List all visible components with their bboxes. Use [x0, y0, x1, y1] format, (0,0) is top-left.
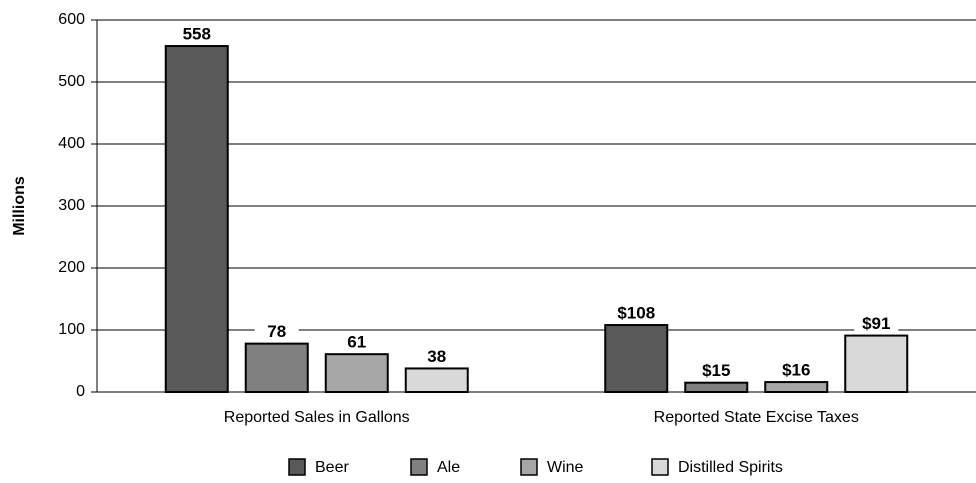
- label-bg: [414, 348, 459, 367]
- bar: [164, 45, 229, 393]
- value-label: $15: [702, 361, 730, 380]
- y-tick-label: 200: [58, 259, 85, 276]
- legend-label: Ale: [437, 459, 460, 476]
- value-label: $108: [617, 304, 655, 323]
- y-tick-label: 600: [58, 11, 85, 28]
- bar: [604, 324, 669, 394]
- bar: [324, 353, 389, 393]
- label-bg: [774, 362, 819, 381]
- x-tick-label: Reported Sales in Gallons: [224, 409, 410, 426]
- legend-swatch: [651, 458, 669, 476]
- legend-swatch: [288, 458, 306, 476]
- value-label: 38: [427, 347, 446, 366]
- label-bg: [174, 26, 219, 45]
- y-tick-label: 300: [58, 197, 85, 214]
- legend-label: Distilled Spirits: [678, 459, 783, 476]
- value-label: 61: [347, 333, 366, 352]
- x-tick-label: Reported State Excise Taxes: [654, 409, 859, 426]
- value-label: 558: [183, 25, 211, 44]
- y-axis-label: Millions: [11, 176, 28, 236]
- label-bg: [334, 334, 379, 353]
- legend-label: Beer: [315, 459, 349, 476]
- label-bg: [614, 305, 659, 324]
- value-label: 78: [267, 322, 286, 341]
- y-tick-label: 500: [58, 73, 85, 90]
- bar: [404, 367, 469, 394]
- y-tick-label: 400: [58, 135, 85, 152]
- bar: [684, 381, 749, 394]
- bar: [244, 342, 309, 394]
- label-bg: [854, 315, 899, 334]
- bar: [764, 381, 829, 393]
- label-bg: [694, 362, 739, 381]
- legend-swatch: [410, 458, 428, 476]
- value-label: $16: [782, 361, 810, 380]
- label-bg: [254, 323, 299, 342]
- bar: [844, 334, 909, 393]
- y-tick-label: 100: [58, 321, 85, 338]
- value-label: $91: [862, 314, 890, 333]
- y-tick-label: 0: [76, 383, 85, 400]
- legend-swatch: [520, 458, 538, 476]
- legend-label: Wine: [547, 459, 584, 476]
